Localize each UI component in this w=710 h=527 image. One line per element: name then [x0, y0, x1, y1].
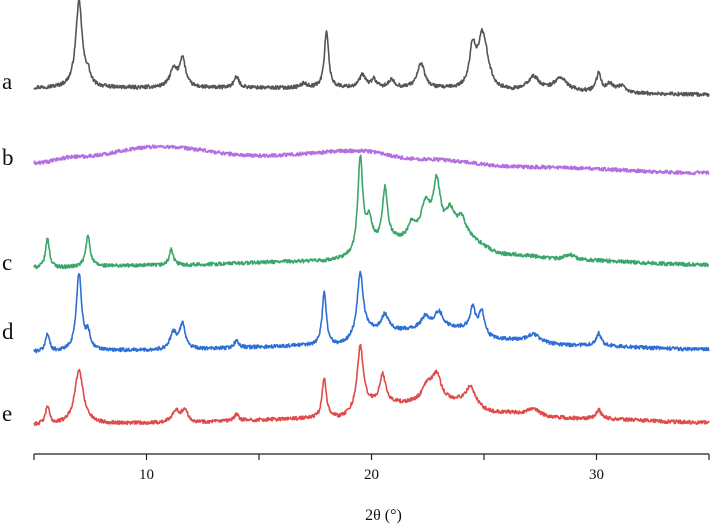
- x-tick-label: 20: [364, 467, 379, 483]
- x-axis-title: 2θ (°): [365, 507, 402, 524]
- trace-label-d: d: [2, 319, 14, 344]
- x-tick-label: 10: [139, 467, 154, 483]
- trace-d: [33, 270, 710, 354]
- trace-lines: [33, 0, 710, 427]
- trace-b: [33, 144, 710, 176]
- trace-label-a: a: [2, 69, 12, 94]
- trace-e: [33, 343, 710, 427]
- trace-label-c: c: [2, 250, 12, 275]
- trace-labels: a b c d e: [2, 69, 14, 426]
- x-axis-ticks: 10 20 30: [33, 454, 710, 483]
- trace-label-b: b: [2, 145, 14, 170]
- trace-label-e: e: [2, 401, 12, 426]
- trace-c: [33, 154, 710, 270]
- trace-a: [33, 0, 710, 97]
- x-tick-label: 30: [589, 467, 604, 483]
